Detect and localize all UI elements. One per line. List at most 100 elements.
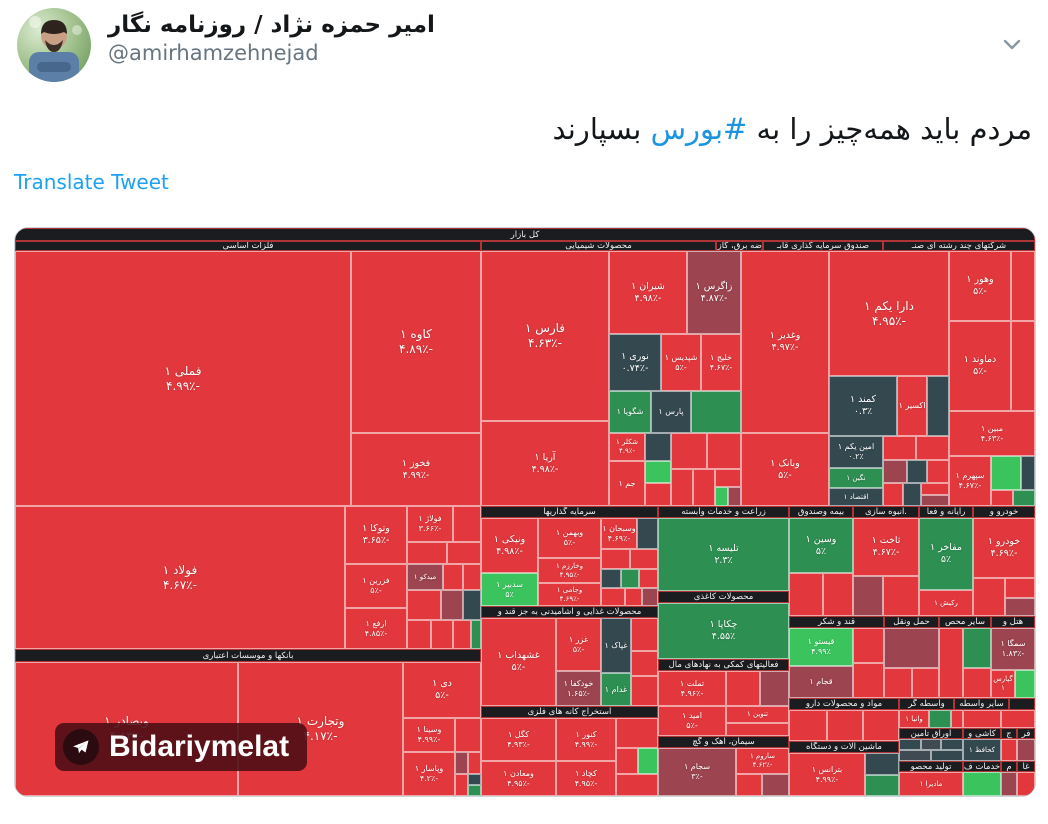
treemap-cell <box>671 469 693 506</box>
treemap-cell <box>601 549 630 569</box>
treemap-cell <box>455 752 468 774</box>
treemap-cell <box>884 668 912 698</box>
treemap-cell: مادیرا ۱ <box>899 772 963 796</box>
treemap-sector-header: کل بازار <box>15 228 1035 241</box>
treemap-cell: ومعادن ۱ -۴.۹۵٪ <box>481 761 556 796</box>
treemap-cell: آریا ۱ -۴.۹۸٪ <box>481 421 609 506</box>
treemap-cell <box>912 668 939 698</box>
treemap-cell <box>883 460 907 483</box>
treemap-sector-header: سرمایه گذاریها <box>481 506 658 518</box>
treemap-cell <box>645 433 671 461</box>
treemap-cell <box>1015 670 1035 698</box>
treemap-cell <box>865 775 899 796</box>
treemap-cell <box>883 483 903 506</box>
treemap-sector-header: حمل ونقل <box>884 616 939 628</box>
treemap-cell <box>645 461 671 483</box>
avatar[interactable] <box>17 8 91 82</box>
treemap-cell <box>707 433 741 469</box>
treemap-cell: غشهداب ۱ -۵٪ <box>481 618 556 706</box>
treemap-cell <box>973 578 1005 616</box>
tweet-text-post: بسپارند <box>552 112 651 146</box>
treemap-cell <box>637 518 658 549</box>
treemap-cell: فولاد ۱ -۴.۶۷٪ <box>15 506 345 649</box>
treemap-sector-header: فعالیتهای کمکی به نهادهای مال <box>658 659 789 671</box>
treemap-cell <box>963 710 1001 728</box>
treemap-cell: فولاژ ۱ -۳.۶۶٪ <box>407 506 453 542</box>
treemap-cell: تلیسه ۱ ۲.۳٪ <box>658 518 789 591</box>
treemap-cell <box>899 739 921 750</box>
treemap-sector-header: صندوق سرمایه گذاری قابـ <box>763 241 883 251</box>
treemap-sector-header: واسطه گر <box>899 698 954 710</box>
treemap-cell: سدبیر ۱ ۵٪ <box>481 573 538 606</box>
treemap-cell <box>621 569 639 588</box>
treemap-cell <box>865 753 899 775</box>
market-treemap-image[interactable]: فملی ۱ -۴.۹۹٪ کاوه ۱ -۴.۸۹٪ فخوز ۱ -۴.۹۹٪ فولا… <box>14 227 1036 797</box>
treemap-cell <box>951 710 963 728</box>
treemap-cell: تنوین ۱ <box>726 706 789 723</box>
treemap-sector-header: تولید محصو <box>899 761 963 772</box>
translate-tweet-link[interactable]: Translate Tweet <box>14 170 169 194</box>
treemap-cell <box>853 576 883 616</box>
treemap-cell <box>468 785 481 796</box>
treemap-cell <box>789 710 827 741</box>
treemap-cell <box>468 774 481 785</box>
treemap-cell <box>407 590 441 620</box>
treemap-cell: وسینا ۱ -۴.۹۹٪ <box>403 718 455 752</box>
treemap-cell: میدکو ۱ <box>407 564 443 590</box>
treemap-cell: سجام ۱ -۳٪ <box>658 748 736 796</box>
treemap-cell <box>645 483 671 506</box>
treemap-cell <box>1013 490 1035 506</box>
treemap-cell <box>884 628 939 668</box>
treemap-cell: قجام ۱ <box>789 666 853 698</box>
treemap-cell <box>601 588 625 606</box>
treemap-cell <box>941 739 963 750</box>
treemap-cell <box>471 620 481 649</box>
treemap-cell <box>927 460 949 483</box>
treemap-cell <box>407 620 431 649</box>
treemap-sector-header: بیمه وصندوق <box>789 506 853 518</box>
hashtag-bourse-link[interactable]: #بورس <box>650 112 748 146</box>
user-handle[interactable]: @amirhamzehnejad <box>108 41 319 65</box>
treemap-cell <box>455 774 468 796</box>
treemap-cell: سپهرم ۱ -۴.۶۷٪ <box>949 456 991 506</box>
treemap-cell: فخوز ۱ -۴.۹۹٪ <box>351 433 481 506</box>
treemap-cell <box>991 490 1013 506</box>
treemap-cell: کگل ۱ -۴.۹۳٪ <box>481 718 556 761</box>
treemap-cell <box>431 620 453 649</box>
treemap-cell <box>903 483 921 506</box>
treemap-cell: تملت ۱ -۴.۹۶٪ <box>658 671 726 706</box>
watermark-text: Bidariymelat <box>109 730 290 763</box>
treemap-cell: خلیج ۱ -۴.۶۷٪ <box>701 334 741 391</box>
treemap-cell: وبهمن ۱ -۵٪ <box>538 518 601 558</box>
treemap-cell: شگویا ۱ <box>609 391 651 433</box>
treemap-cell <box>631 676 658 706</box>
treemap-cell: دی ۱ -۵٪ <box>403 662 481 718</box>
display-name[interactable]: امیر حمزه نژاد / روزنامه نگار <box>108 12 435 38</box>
treemap-cell <box>447 542 481 564</box>
treemap-cell <box>929 710 951 728</box>
treemap-sector-header: فر <box>1017 728 1035 739</box>
treemap-cell <box>671 433 707 469</box>
chevron-down-icon[interactable] <box>1000 32 1024 56</box>
treemap-cell <box>963 772 1001 796</box>
treemap-cell <box>921 495 949 506</box>
treemap-sector-header: عرضه برق، گاز، بـ <box>716 241 763 251</box>
treemap-cell: ارفع ۱ -۴.۸۵٪ <box>345 608 407 649</box>
treemap-cell <box>1001 710 1035 728</box>
treemap-cell <box>1021 456 1035 490</box>
treemap-cell: گپارس ۱ <box>991 670 1015 698</box>
treemap-cell: ساروم ۱ -۴.۶۲٪ <box>736 748 789 774</box>
treemap-cell <box>916 436 949 460</box>
telegram-icon <box>63 729 99 765</box>
treemap-sector-header: ماشین آلات و دستگاه <box>789 741 899 753</box>
treemap-cell <box>736 774 762 796</box>
treemap-cell <box>728 487 741 506</box>
treemap-cell <box>631 651 658 676</box>
treemap-cell <box>1011 321 1035 411</box>
treemap-cell: کچاد ۱ -۴.۹۵٪ <box>556 761 616 796</box>
treemap-cell: وتوکا ۱ -۳.۶۵٪ <box>345 506 407 564</box>
treemap-cell <box>455 718 481 752</box>
treemap-cell <box>853 628 884 663</box>
treemap-sector-header: زراعت و خدمات وابسته <box>658 506 789 518</box>
treemap-cell: فارس ۱ -۴.۶۳٪ <box>481 251 609 421</box>
